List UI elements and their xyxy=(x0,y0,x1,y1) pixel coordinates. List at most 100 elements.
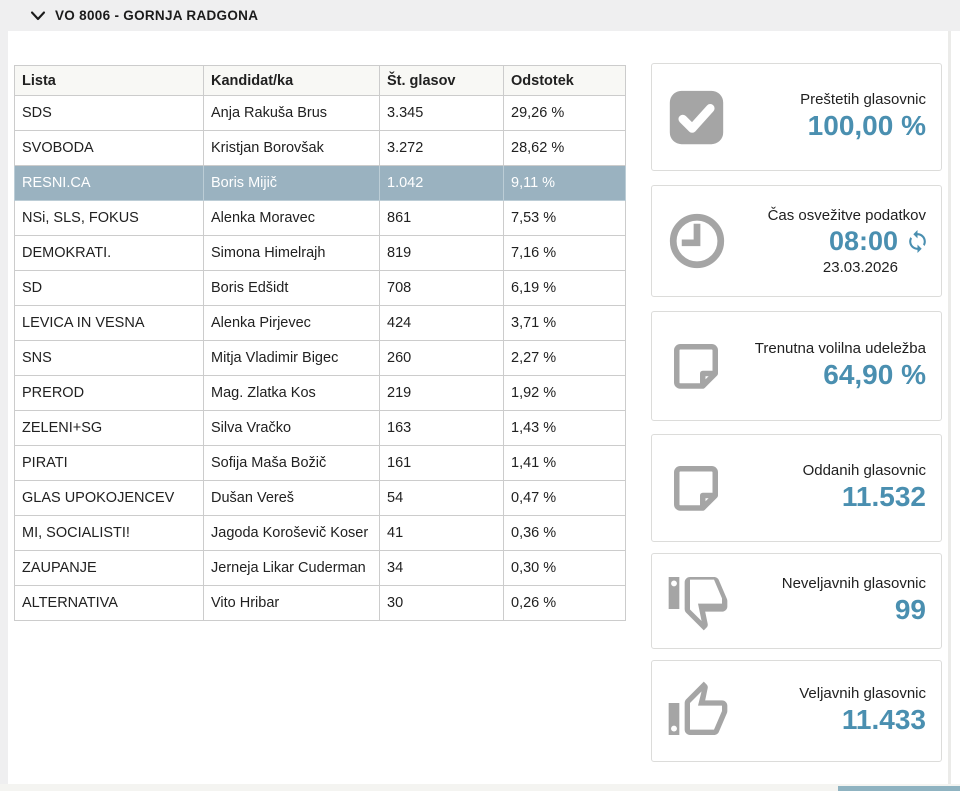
cell-odstotek: 3,71 % xyxy=(503,305,626,341)
cell-lista: ZELENI+SG xyxy=(14,410,204,446)
stat-value: 11.433 xyxy=(841,704,926,736)
cell-odstotek: 29,26 % xyxy=(503,95,626,131)
cell-lista: ALTERNATIVA xyxy=(14,585,204,621)
cell-glasovi: 54 xyxy=(379,480,504,516)
section-header[interactable]: VO 8006 - GORNJA RADGONA xyxy=(0,0,960,31)
cell-lista: ZAUPANJE xyxy=(14,550,204,586)
thumb-up-icon xyxy=(666,679,730,743)
cell-lista: SNS xyxy=(14,340,204,376)
cell-kandidat: Mag. Zlatka Kos xyxy=(203,375,380,411)
cell-glasovi: 260 xyxy=(379,340,504,376)
cell-kandidat: Boris Edšidt xyxy=(203,270,380,306)
cell-glasovi: 3.272 xyxy=(379,130,504,166)
table-row[interactable]: ALTERNATIVA Vito Hribar 30 0,26 % xyxy=(14,585,626,621)
cell-odstotek: 7,53 % xyxy=(503,200,626,236)
cell-glasovi: 3.345 xyxy=(379,95,504,131)
thumb-down-icon xyxy=(666,569,730,633)
cell-odstotek: 1,41 % xyxy=(503,445,626,481)
cell-lista: GLAS UPOKOJENCEV xyxy=(14,480,204,516)
stat-value: 99 xyxy=(894,594,926,626)
cell-lista: DEMOKRATI. xyxy=(14,235,204,271)
table-row[interactable]: NSi, SLS, FOKUS Alenka Moravec 861 7,53 … xyxy=(14,200,626,236)
cell-lista: SDS xyxy=(14,95,204,131)
table-row[interactable]: PIRATI Sofija Maša Božič 161 1,41 % xyxy=(14,445,626,481)
cell-kandidat: Jagoda Koroševič Koser xyxy=(203,515,380,551)
stat-label: Oddanih glasovnic xyxy=(802,462,926,480)
table-row[interactable]: GLAS UPOKOJENCEV Dušan Vereš 54 0,47 % xyxy=(14,480,626,516)
column-header-glasovi: Št. glasov xyxy=(379,65,504,96)
section-title: VO 8006 - GORNJA RADGONA xyxy=(55,8,259,23)
table-row[interactable]: DEMOKRATI. Simona Himelrajh 819 7,16 % xyxy=(14,235,626,271)
cell-lista: MI, SOCIALISTI! xyxy=(14,515,204,551)
cell-odstotek: 28,62 % xyxy=(503,130,626,166)
cell-glasovi: 424 xyxy=(379,305,504,341)
bottom-accent-bar xyxy=(838,786,960,791)
table-row[interactable]: ZELENI+SG Silva Vračko 163 1,43 % xyxy=(14,410,626,446)
cell-kandidat: Alenka Pirjevec xyxy=(203,305,380,341)
stat-value: 11.532 xyxy=(841,481,926,513)
stats-sidebar: Preštetih glasovnic 100,00 % Čas osvežit… xyxy=(651,63,942,762)
cell-odstotek: 1,43 % xyxy=(503,410,626,446)
cell-kandidat: Mitja Vladimir Bigec xyxy=(203,340,380,376)
table-row[interactable]: SVOBODA Kristjan Borovšak 3.272 28,62 % xyxy=(14,130,626,166)
table-row[interactable]: LEVICA IN VESNA Alenka Pirjevec 424 3,71… xyxy=(14,305,626,341)
refresh-icon[interactable] xyxy=(905,229,930,254)
left-gutter xyxy=(0,31,8,784)
table-row[interactable]: ZAUPANJE Jerneja Likar Cuderman 34 0,30 … xyxy=(14,550,626,586)
cell-lista: NSi, SLS, FOKUS xyxy=(14,200,204,236)
table-row[interactable]: SNS Mitja Vladimir Bigec 260 2,27 % xyxy=(14,340,626,376)
cell-odstotek: 1,92 % xyxy=(503,375,626,411)
chevron-down-icon[interactable] xyxy=(30,10,46,21)
cell-odstotek: 0,30 % xyxy=(503,550,626,586)
stat-value: 08:00 xyxy=(828,225,898,256)
cell-lista: SVOBODA xyxy=(14,130,204,166)
table-row[interactable]: SD Boris Edšidt 708 6,19 % xyxy=(14,270,626,306)
table-row[interactable]: SDS Anja Rakuša Brus 3.345 29,26 % xyxy=(14,95,626,131)
cell-glasovi: 861 xyxy=(379,200,504,236)
stat-label: Čas osvežitve podatkov xyxy=(767,206,926,224)
cell-odstotek: 7,16 % xyxy=(503,235,626,271)
cell-kandidat: Simona Himelrajh xyxy=(203,235,380,271)
stat-value: 64,90 % xyxy=(823,359,926,391)
cell-kandidat: Alenka Moravec xyxy=(203,200,380,236)
clock-icon xyxy=(666,210,728,272)
right-divider xyxy=(948,31,951,784)
cell-glasovi: 161 xyxy=(379,445,504,481)
cell-glasovi: 163 xyxy=(379,410,504,446)
column-header-odstotek: Odstotek xyxy=(503,65,626,96)
stat-label: Veljavnih glasovnic xyxy=(799,685,926,703)
cell-glasovi: 219 xyxy=(379,375,504,411)
cell-kandidat: Kristjan Borovšak xyxy=(203,130,380,166)
cell-glasovi: 708 xyxy=(379,270,504,306)
cell-lista: PREROD xyxy=(14,375,204,411)
cell-odstotek: 0,36 % xyxy=(503,515,626,551)
stat-card-refresh-time: Čas osvežitve podatkov 08:00 23.03.2026 xyxy=(651,185,942,297)
table-row-highlighted[interactable]: RESNI.CA Boris Mijič 1.042 9,11 % xyxy=(14,165,626,201)
cell-glasovi: 819 xyxy=(379,235,504,271)
stat-label: Neveljavnih glasovnic xyxy=(781,575,926,593)
note-icon xyxy=(666,334,726,398)
cell-kandidat: Silva Vračko xyxy=(203,410,380,446)
cell-odstotek: 0,47 % xyxy=(503,480,626,516)
stat-date: 23.03.2026 xyxy=(822,258,898,276)
check-icon xyxy=(666,87,727,148)
cell-glasovi: 41 xyxy=(379,515,504,551)
stat-card-turnout: Trenutna volilna udeležba 64,90 % xyxy=(651,311,942,421)
table-row[interactable]: MI, SOCIALISTI! Jagoda Koroševič Koser 4… xyxy=(14,515,626,551)
note-icon xyxy=(666,456,726,520)
cell-lista: PIRATI xyxy=(14,445,204,481)
stat-card-invalid-ballots: Neveljavnih glasovnic 99 xyxy=(651,553,942,649)
cell-lista: SD xyxy=(14,270,204,306)
cell-kandidat: Jerneja Likar Cuderman xyxy=(203,550,380,586)
column-header-kandidat: Kandidat/ka xyxy=(203,65,380,96)
column-header-lista: Lista xyxy=(14,65,204,96)
cell-kandidat: Vito Hribar xyxy=(203,585,380,621)
cell-kandidat: Anja Rakuša Brus xyxy=(203,95,380,131)
table-header-row: Lista Kandidat/ka Št. glasov Odstotek xyxy=(14,65,626,96)
cell-lista: LEVICA IN VESNA xyxy=(14,305,204,341)
cell-kandidat: Sofija Maša Božič xyxy=(203,445,380,481)
cell-glasovi: 1.042 xyxy=(379,165,504,201)
cell-glasovi: 30 xyxy=(379,585,504,621)
table-row[interactable]: PREROD Mag. Zlatka Kos 219 1,92 % xyxy=(14,375,626,411)
bottom-strip xyxy=(0,784,960,791)
